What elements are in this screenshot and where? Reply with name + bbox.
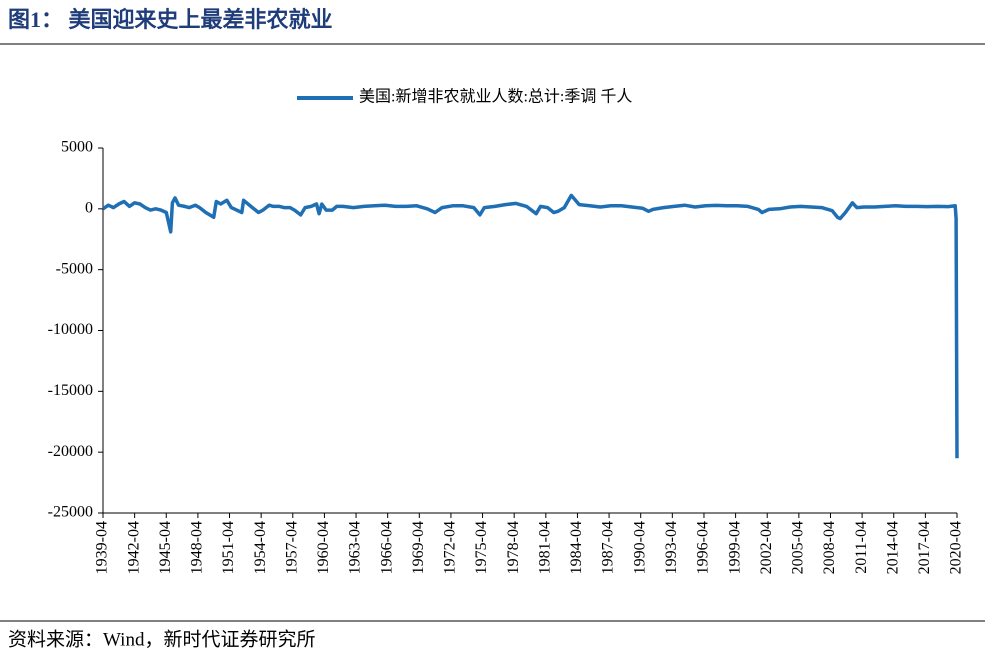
x-tick-label: 1960-04: [315, 521, 332, 574]
legend-label: 美国:新增非农就业人数:总计:季调 千人: [359, 88, 632, 106]
x-tick-label: 1963-04: [347, 521, 364, 574]
source: 资料来源：Wind，新时代证券研究所: [8, 628, 315, 650]
x-tick-label: 2008-04: [821, 521, 838, 574]
y-tick-label: 5000: [61, 139, 93, 156]
x-tick-label: 2005-04: [790, 521, 807, 574]
y-tick-label: -25000: [48, 504, 93, 521]
x-tick-label: 1957-04: [283, 521, 300, 574]
x-tick-label: 2017-04: [916, 521, 933, 574]
x-tick-label: 1954-04: [252, 521, 269, 574]
x-tick-label: 2014-04: [884, 521, 901, 574]
x-tick-label: 1984-04: [568, 521, 585, 574]
x-tick-label: 1978-04: [505, 521, 522, 574]
x-tick-label: 1939-04: [94, 521, 111, 574]
x-tick-label: 1993-04: [663, 521, 680, 574]
y-tick-label: -10000: [48, 321, 93, 338]
x-tick-label: 1945-04: [157, 521, 174, 574]
y-tick-label: 0: [85, 200, 93, 217]
x-tick-label: 2011-04: [853, 521, 870, 574]
x-tick-label: 1969-04: [410, 521, 427, 574]
x-tick-label: 1990-04: [631, 521, 648, 574]
chart-title: 图1： 美国迎来史上最差非农就业: [8, 7, 333, 32]
x-tick-label: 1999-04: [726, 521, 743, 574]
y-tick-label: -20000: [48, 443, 93, 460]
x-tick-label: 1975-04: [473, 521, 490, 574]
x-tick-label: 1996-04: [695, 521, 712, 574]
x-tick-label: 1987-04: [600, 521, 617, 574]
line: [102, 193, 959, 459]
x-tick-label: 1981-04: [536, 521, 553, 574]
x-tick-label: 2002-04: [758, 521, 775, 574]
x-tick-label: 1948-04: [189, 521, 206, 574]
y-tick-label: -15000: [48, 382, 93, 399]
y-tick-label: -5000: [56, 260, 93, 277]
x-tick-label: 1972-04: [442, 521, 459, 574]
x-tick-label: 2020-04: [948, 521, 965, 574]
x-tick-label: 1942-04: [125, 521, 142, 574]
x-tick-label: 1966-04: [378, 521, 395, 574]
x-tick-label: 1951-04: [220, 521, 237, 574]
